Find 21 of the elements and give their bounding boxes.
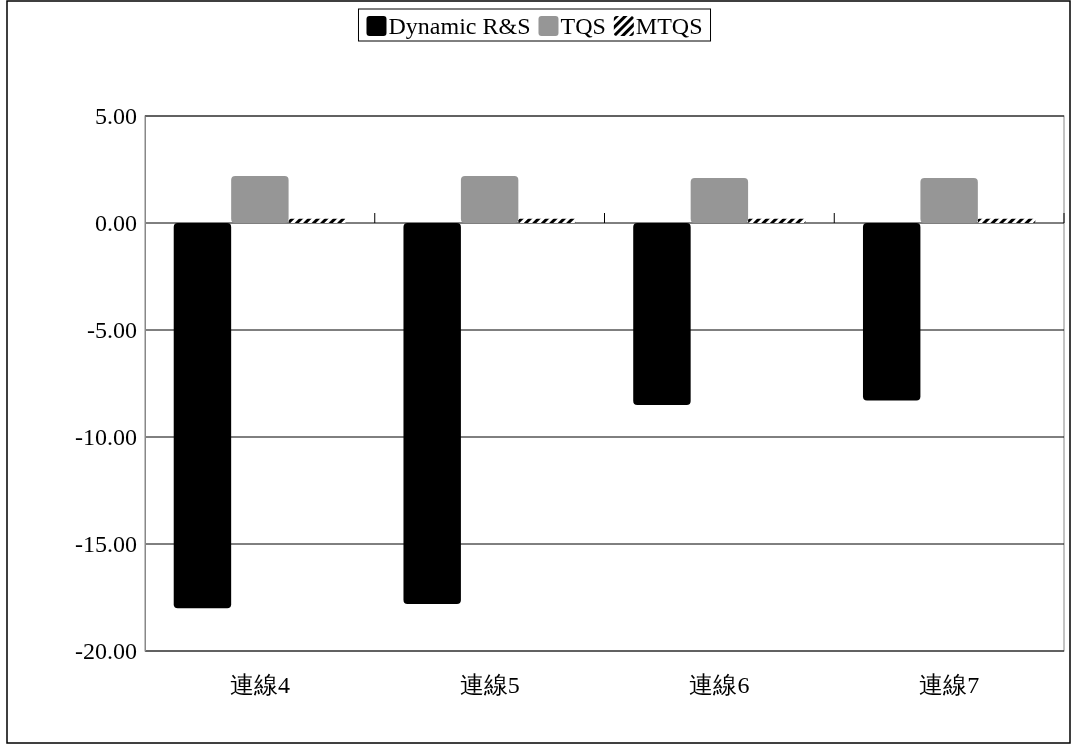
y-tick-label: -20.00 xyxy=(75,638,137,665)
x-tick-label: 連線7 xyxy=(919,672,980,698)
y-tick-label: -15.00 xyxy=(75,531,137,558)
x-tick-label: 連線5 xyxy=(459,672,520,698)
bar xyxy=(977,218,1036,223)
y-tick-label: -5.00 xyxy=(87,317,137,344)
bar xyxy=(518,218,576,223)
legend-label: Dynamic R&S xyxy=(388,13,531,39)
legend-label: TQS xyxy=(560,13,606,39)
y-tick-label: -10.00 xyxy=(75,424,137,451)
bar xyxy=(288,218,347,223)
legend-label: MTQS xyxy=(635,13,703,39)
bar xyxy=(460,175,519,223)
bar xyxy=(690,178,749,223)
y-tick-label: 0.00 xyxy=(95,210,137,237)
y-tick-label: 5.00 xyxy=(95,103,137,130)
bar xyxy=(748,218,806,223)
x-tick-label: 連線4 xyxy=(229,672,290,698)
bar xyxy=(920,178,978,223)
x-tick-label: 連線6 xyxy=(689,672,750,698)
bar xyxy=(231,175,289,223)
